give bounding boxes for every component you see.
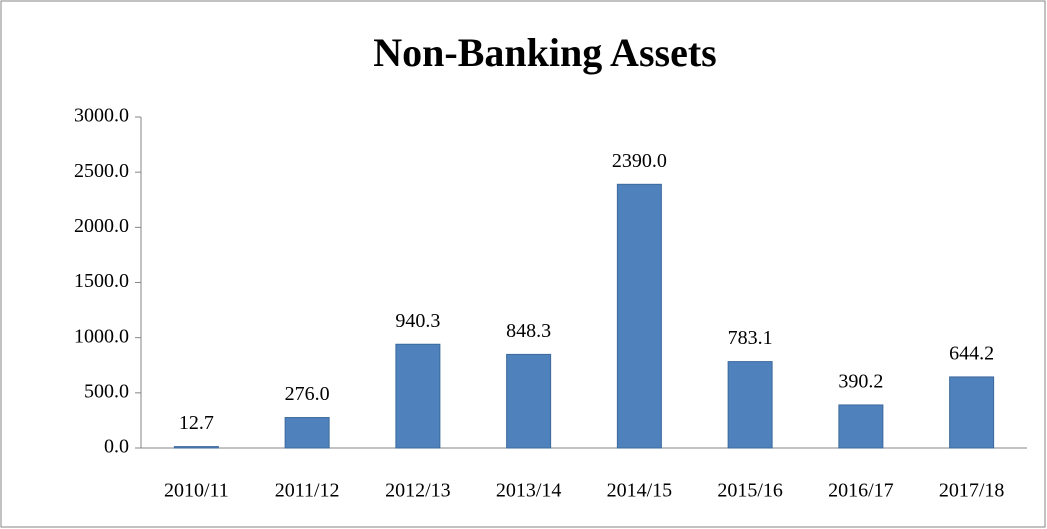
- bar: [949, 376, 995, 449]
- bar: [173, 446, 219, 449]
- bar: [506, 353, 552, 449]
- bar: [284, 417, 330, 449]
- x-tick-label: 2010/11: [164, 480, 229, 502]
- data-label: 276.0: [285, 383, 330, 405]
- y-tick-label: 500.0: [84, 380, 129, 402]
- data-label: 848.3: [506, 320, 551, 342]
- y-tick-label: 2000.0: [74, 215, 129, 237]
- y-tick-label: 2500.0: [74, 160, 129, 182]
- data-label: 783.1: [728, 327, 773, 349]
- data-label: 2390.0: [612, 150, 667, 172]
- bar: [395, 343, 441, 449]
- bar: [616, 183, 662, 449]
- x-tick-label: 2013/14: [496, 480, 562, 502]
- chart-title: Non-Banking Assets: [373, 30, 716, 75]
- data-label: 12.7: [179, 412, 214, 434]
- x-tick-label: 2017/18: [939, 480, 1005, 502]
- y-tick-label: 1500.0: [74, 270, 129, 292]
- y-tick-label: 1000.0: [74, 325, 129, 347]
- bar: [727, 361, 773, 449]
- bar: [838, 404, 884, 449]
- data-label: 390.2: [838, 371, 883, 393]
- data-label: 644.2: [949, 343, 994, 365]
- x-tick-label: 2015/16: [717, 480, 783, 502]
- y-tick-label: 0.0: [104, 436, 129, 458]
- x-tick-label: 2016/17: [828, 480, 894, 502]
- data-label: 940.3: [395, 310, 440, 332]
- x-tick-label: 2012/13: [385, 480, 451, 502]
- x-tick-label: 2014/15: [607, 480, 673, 502]
- y-tick-label: 3000.0: [74, 105, 129, 127]
- x-tick-label: 2011/12: [275, 480, 340, 502]
